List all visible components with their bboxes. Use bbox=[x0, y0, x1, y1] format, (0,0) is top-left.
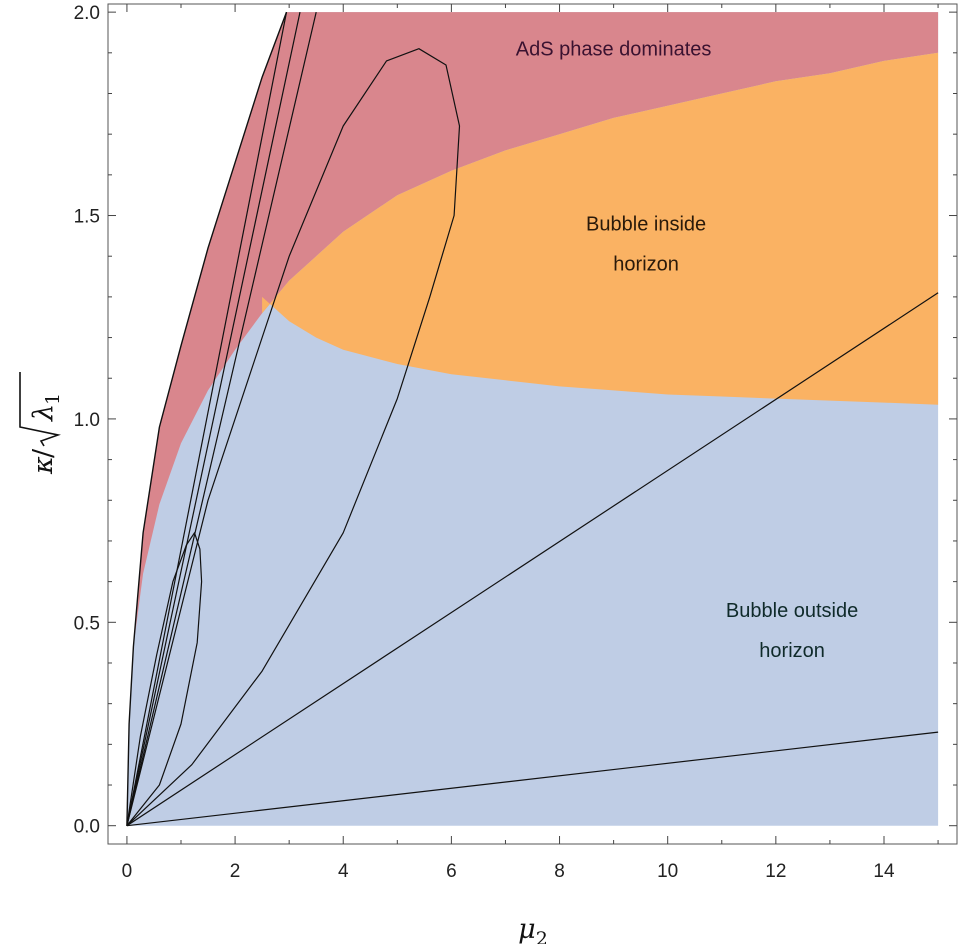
outer-boundary-curve bbox=[126, 11, 288, 826]
x-axis-label-symbol: μ bbox=[518, 914, 536, 944]
x-axis-label: μ2 bbox=[518, 914, 548, 944]
regions-layer bbox=[126, 12, 939, 826]
y-tick-label: 2.0 bbox=[74, 3, 100, 24]
y-axis-label: κ / λ 1 bbox=[19, 372, 64, 475]
y-tick-label: 0.0 bbox=[74, 817, 100, 838]
y-axis-label-radical-sign bbox=[19, 372, 61, 447]
plot-frame bbox=[107, 3, 958, 845]
curve-ray-steep-3 bbox=[126, 11, 288, 826]
x-tick-label: 10 bbox=[657, 861, 678, 882]
y-tick-label: 0.5 bbox=[74, 613, 100, 634]
y-axis-label-slash: / bbox=[28, 448, 59, 458]
label-ads-phase: AdS phase dominates bbox=[516, 39, 712, 61]
label-bubble-outside-line-1: Bubble outside bbox=[726, 600, 858, 622]
label-bubble-outside-line-2: horizon bbox=[759, 640, 825, 662]
x-tick-label: 0 bbox=[122, 861, 133, 882]
x-tick-label: 4 bbox=[338, 861, 349, 882]
region-labels-layer: AdS phase dominates Bubble inside horizon B… bbox=[516, 39, 859, 662]
x-tick-label: 6 bbox=[446, 861, 457, 882]
curve-ray-medium bbox=[126, 292, 939, 827]
y-axis-label-kappa: κ bbox=[28, 456, 59, 475]
x-tick-label: 14 bbox=[873, 861, 895, 882]
label-bubble-inside-line-1: Bubble inside bbox=[586, 214, 706, 236]
curve-ray-steep-1 bbox=[126, 11, 317, 826]
label-bubble-inside-line-2: horizon bbox=[613, 254, 679, 276]
x-axis-label-subscript: 2 bbox=[536, 928, 548, 944]
x-tick-label: 8 bbox=[554, 861, 565, 882]
x-tick-label: 2 bbox=[230, 861, 241, 882]
curve-loop-small bbox=[126, 532, 203, 827]
y-axis-label-subscript: 1 bbox=[42, 393, 64, 405]
y-tick-label: 1.0 bbox=[74, 410, 100, 431]
curve-loop-large bbox=[126, 48, 461, 827]
curve-ray-shallow bbox=[126, 731, 939, 827]
region-ads-phase bbox=[133, 12, 939, 647]
region-bubble-inside bbox=[262, 52, 939, 405]
curve-ray-steep-2 bbox=[126, 11, 301, 826]
x-tick-label: 12 bbox=[765, 861, 786, 882]
y-tick-label: 1.5 bbox=[74, 207, 100, 228]
curves-layer bbox=[126, 11, 939, 827]
y-axis-label-lambda: λ bbox=[28, 404, 59, 422]
ticks-layer: 0 2 4 6 8 10 12 14 0.0 0.5 1.0 1.5 2.0 bbox=[74, 3, 957, 882]
